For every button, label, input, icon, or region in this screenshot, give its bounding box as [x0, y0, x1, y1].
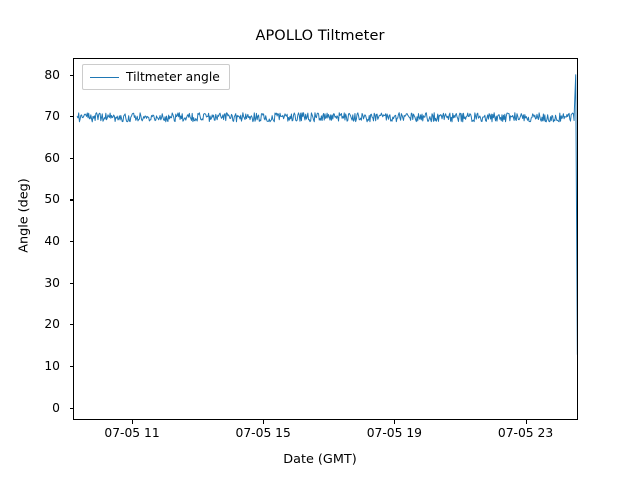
x-axis-label: Date (GMT)	[283, 452, 357, 467]
y-tick-mark	[69, 157, 73, 159]
y-tick-label: 80	[44, 67, 60, 82]
x-tick-label: 07-05 23	[497, 426, 554, 440]
x-tick-mark	[394, 420, 396, 424]
y-tick-mark	[69, 282, 73, 284]
y-tick-label: 20	[44, 317, 60, 332]
y-tick-label: 30	[44, 275, 60, 290]
y-tick-label: 50	[44, 192, 60, 207]
x-tick-label: 07-05 19	[366, 426, 423, 440]
y-tick-mark	[69, 199, 73, 201]
y-tick-label: 60	[44, 150, 60, 165]
y-tick-label: 40	[44, 234, 60, 249]
y-tick-mark	[69, 407, 73, 409]
y-tick-label: 10	[44, 358, 60, 373]
y-tick-mark	[69, 74, 73, 76]
y-tick-label: 0	[52, 400, 60, 415]
x-tick-mark	[525, 420, 527, 424]
y-tick-mark	[69, 324, 73, 326]
x-tick-label: 07-05 15	[235, 426, 291, 440]
y-tick-mark	[69, 116, 73, 118]
x-tick-label: 07-05 11	[104, 426, 160, 440]
legend-label: Tiltmeter angle	[126, 70, 220, 84]
data-line-svg	[76, 74, 577, 355]
x-tick-mark	[132, 420, 134, 424]
legend-line-swatch	[90, 76, 119, 78]
x-tick-mark	[263, 420, 265, 424]
chart-legend: Tiltmeter angle	[82, 64, 230, 90]
y-tick-label: 70	[44, 109, 60, 124]
tiltmeter-angle-line	[76, 74, 577, 355]
chart-title: APOLLO Tiltmeter	[255, 28, 385, 44]
y-tick-mark	[69, 241, 73, 243]
plot-area	[73, 58, 578, 420]
y-tick-mark	[69, 365, 73, 367]
